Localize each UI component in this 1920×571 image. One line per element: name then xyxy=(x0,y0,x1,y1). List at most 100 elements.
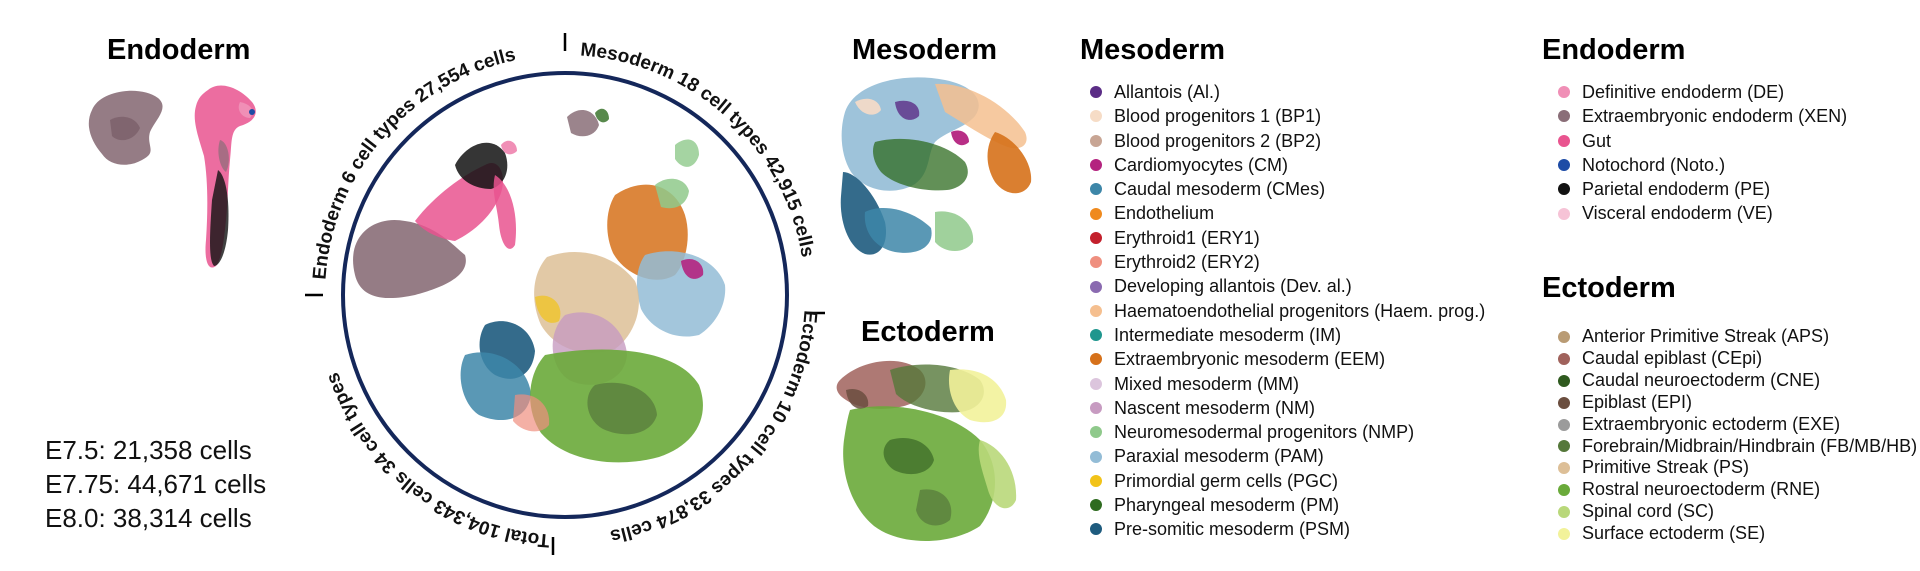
legend-label: Nascent mesoderm (NM) xyxy=(1114,397,1316,418)
legend-label: Mixed mesoderm (MM) xyxy=(1114,373,1300,394)
legend-item-ectoderm: Forebrain/Midbrain/Hindbrain (FB/MB/HB) xyxy=(1558,436,1920,458)
legend-label: Pre-somitic mesoderm (PSM) xyxy=(1114,519,1351,540)
legend-label: Caudal mesoderm (CMes) xyxy=(1114,179,1326,200)
legend-label: Extraembryonic endoderm (XEN) xyxy=(1582,106,1848,127)
ectoderm-umap-plot xyxy=(836,360,1017,541)
legend-item-mesoderm: Blood progenitors 2 (BP2) xyxy=(1090,129,1485,153)
legend-label: Epiblast (EPI) xyxy=(1582,391,1693,412)
legend-label: Visceral endoderm (VE) xyxy=(1582,203,1773,224)
legend-label: Blood progenitors 2 (BP2) xyxy=(1114,130,1322,151)
legend-swatch xyxy=(1090,134,1102,147)
legend-label: Cardiomyocytes (CM) xyxy=(1114,154,1289,175)
legend-item-endoderm: Extraembryonic endoderm (XEN) xyxy=(1558,104,1847,128)
legend-label: Primordial germ cells (PGC) xyxy=(1114,470,1339,491)
legend-item-ectoderm: Surface ectoderm (SE) xyxy=(1558,523,1920,545)
legend-label: Haematoendothelial progenitors (Haem. pr… xyxy=(1114,300,1486,321)
endoderm-umap-plot xyxy=(88,85,256,268)
legend-item-ectoderm: Caudal epiblast (CEpi) xyxy=(1558,348,1920,370)
legend-swatch xyxy=(1090,159,1102,172)
legend-label: Endothelium xyxy=(1114,203,1215,224)
umap-clusters xyxy=(353,108,726,463)
ring-circle xyxy=(341,71,789,519)
legend-item-ectoderm: Epiblast (EPI) xyxy=(1558,392,1920,414)
legend-item-mesoderm: Erythroid1 (ERY1) xyxy=(1090,226,1485,250)
mesoderm-umap-title: Mesoderm xyxy=(852,34,998,66)
legend-label: Notochord (Noto.) xyxy=(1582,154,1726,175)
legend-item-ectoderm: Extraembryonic ectoderm (EXE) xyxy=(1558,414,1920,436)
legend-swatch xyxy=(1090,499,1102,512)
legend-label: Parietal endoderm (PE) xyxy=(1582,179,1771,200)
legend-label: Surface ectoderm (SE) xyxy=(1582,523,1766,544)
legend-endoderm-title: Endoderm xyxy=(1542,34,1686,66)
legend-label: Caudal neuroectoderm (CNE) xyxy=(1582,369,1821,390)
legend-label: Erythroid2 (ERY2) xyxy=(1114,252,1260,273)
legend-item-endoderm: Definitive endoderm (DE) xyxy=(1558,80,1847,104)
legend-item-mesoderm: Haematoendothelial progenitors (Haem. pr… xyxy=(1090,299,1485,323)
legend-item-endoderm: Notochord (Noto.) xyxy=(1558,153,1847,177)
legend-label: Erythroid1 (ERY1) xyxy=(1114,227,1260,248)
legend-label: Neuromesodermal progenitors (NMP) xyxy=(1114,422,1415,443)
legend-label: Extraembryonic ectoderm (EXE) xyxy=(1582,413,1841,434)
legend-item-mesoderm: Cardiomyocytes (CM) xyxy=(1090,153,1485,177)
legend-swatch xyxy=(1090,183,1102,196)
legend-label: Intermediate mesoderm (IM) xyxy=(1114,324,1342,345)
legend-swatch xyxy=(1558,330,1570,343)
legend-swatch xyxy=(1558,110,1570,123)
legend-label: Spinal cord (SC) xyxy=(1582,501,1715,522)
mesoderm-umap-plot xyxy=(840,77,1032,255)
legend-label: Rostral neuroectoderm (RNE) xyxy=(1582,479,1821,500)
legend-item-mesoderm: Nascent mesoderm (NM) xyxy=(1090,396,1485,420)
legend-label: Developing allantois (Dev. al.) xyxy=(1114,276,1352,297)
legend-item-endoderm: Gut xyxy=(1558,129,1847,153)
legend-swatch xyxy=(1558,440,1570,453)
legend-item-ectoderm: Anterior Primitive Streak (APS) xyxy=(1558,326,1920,348)
legend-label: Anterior Primitive Streak (APS) xyxy=(1582,326,1830,346)
ectoderm-umap-title: Ectoderm xyxy=(861,316,995,348)
legend-item-mesoderm: Paraxial mesoderm (PAM) xyxy=(1090,444,1485,468)
legend-swatch xyxy=(1558,159,1570,172)
legend-label: Extraembryonic mesoderm (EEM) xyxy=(1114,349,1386,370)
legend-item-mesoderm: Blood progenitors 1 (BP1) xyxy=(1090,104,1485,128)
legend-swatch xyxy=(1558,506,1570,519)
legend-swatch xyxy=(1558,374,1570,387)
legend-item-mesoderm: Pharyngeal mesoderm (PM) xyxy=(1090,493,1485,517)
legend-swatch xyxy=(1090,110,1102,123)
legend-label: Forebrain/Midbrain/Hindbrain (FB/MB/HB) xyxy=(1582,435,1918,456)
legend-mesoderm-title: Mesoderm xyxy=(1080,34,1226,66)
legend-swatch xyxy=(1090,474,1102,487)
legend-swatch xyxy=(1558,183,1570,196)
legend-endoderm-list: Definitive endoderm (DE) Extraembryonic e… xyxy=(1558,80,1847,226)
legend-swatch xyxy=(1090,86,1102,99)
legend-label: Paraxial mesoderm (PAM) xyxy=(1114,446,1324,467)
legend-item-mesoderm: Endothelium xyxy=(1090,201,1485,225)
legend-item-mesoderm: Caudal mesoderm (CMes) xyxy=(1090,177,1485,201)
legend-swatch xyxy=(1090,450,1102,463)
endoderm-umap-title: Endoderm xyxy=(107,34,251,66)
legend-swatch xyxy=(1558,528,1570,541)
legend-swatch xyxy=(1090,280,1102,293)
legend-swatch xyxy=(1090,256,1102,269)
legend-item-mesoderm: Neuromesodermal progenitors (NMP) xyxy=(1090,420,1485,444)
legend-item-ectoderm: Caudal neuroectoderm (CNE) xyxy=(1558,370,1920,392)
legend-label: Gut xyxy=(1582,130,1612,151)
legend-label: Primitive Streak (PS) xyxy=(1582,457,1750,478)
legend-swatch xyxy=(1558,352,1570,365)
legend-swatch xyxy=(1558,207,1570,220)
legend-swatch xyxy=(1090,402,1102,414)
legend-label: Blood progenitors 1 (BP1) xyxy=(1114,106,1322,127)
legend-item-mesoderm: Mixed mesoderm (MM) xyxy=(1090,372,1485,396)
legend-swatch xyxy=(1090,523,1102,536)
legend-ectoderm-list: Anterior Primitive Streak (APS) Caudal ep… xyxy=(1558,326,1920,545)
combined-umap-circle: Endoderm 6 cell types 27,554 cells Mesod… xyxy=(305,33,825,555)
legend-label: Pharyngeal mesoderm (PM) xyxy=(1114,495,1340,516)
legend-swatch xyxy=(1558,484,1570,497)
legend-swatch xyxy=(1090,231,1102,244)
legend-swatch xyxy=(1558,462,1570,475)
legend-label: Definitive endoderm (DE) xyxy=(1582,82,1785,102)
legend-item-mesoderm: Primordial germ cells (PGC) xyxy=(1090,469,1485,493)
legend-swatch xyxy=(1090,426,1102,439)
legend-item-mesoderm: Erythroid2 (ERY2) xyxy=(1090,250,1485,274)
legend-swatch xyxy=(1558,86,1570,99)
legend-item-endoderm: Parietal endoderm (PE) xyxy=(1558,177,1847,201)
legend-swatch xyxy=(1090,353,1102,366)
